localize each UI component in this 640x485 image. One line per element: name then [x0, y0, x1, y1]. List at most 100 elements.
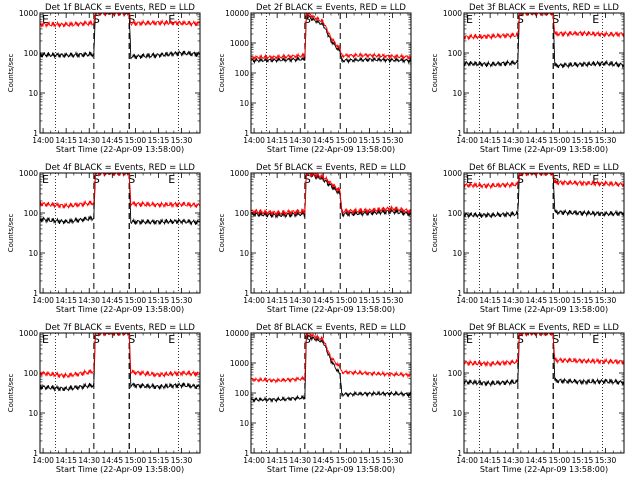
- y-tick-label: 1000: [19, 9, 38, 18]
- marker-label-s: S: [517, 333, 524, 346]
- series-line-red: [40, 333, 200, 379]
- x-tick-label: 14:30: [78, 136, 100, 145]
- chart-title: Det 1f BLACK = Events, RED = LLD: [45, 3, 195, 13]
- y-tick-label: 1000: [19, 329, 38, 338]
- chart-title: Det 5f BLACK = Events, RED = LLD: [256, 163, 406, 173]
- chart-panel-3: Det 3f BLACK = Events, RED = LLD Counts/s…: [431, 3, 625, 154]
- y-axis-label: Counts/sec: [431, 374, 439, 413]
- y-tick-label: 100: [235, 389, 250, 398]
- x-axis-label: Start Time (22-Apr-09 13:58:00): [480, 145, 608, 154]
- marker-label-e: E: [168, 333, 175, 346]
- chart-panel-1: Det 1f BLACK = Events, RED = LLD Counts/s…: [7, 3, 201, 154]
- y-tick-label: 1: [457, 129, 462, 138]
- series-line-black: [40, 333, 200, 392]
- x-tick-label: 15:30: [382, 296, 404, 305]
- series-line-black: [251, 14, 411, 65]
- x-axis-label: Start Time (22-Apr-09 13:58:00): [480, 465, 608, 474]
- x-tick-label: 15:15: [359, 136, 381, 145]
- plot-frame: [250, 332, 412, 454]
- y-tick-label: 100: [448, 49, 463, 58]
- x-tick-label: 14:30: [289, 456, 311, 465]
- x-axis-label: Start Time (22-Apr-09 13:58:00): [56, 465, 184, 474]
- y-axis-label: Counts/sec: [431, 214, 439, 253]
- x-tick-label: 14:15: [479, 456, 501, 465]
- x-tick-label: 15:30: [595, 136, 617, 145]
- series-group: [251, 333, 411, 404]
- series-line-red: [464, 13, 624, 41]
- plot-frame: [39, 12, 201, 134]
- x-tick-label: 14:45: [101, 456, 123, 465]
- series-group: [251, 173, 411, 219]
- chart-panel-8: Det 8f BLACK = Events, RED = LLD Counts/s…: [218, 323, 412, 474]
- series-group: [464, 173, 624, 219]
- y-tick-label: 10000: [225, 9, 249, 18]
- y-axis-label: Counts/sec: [218, 214, 226, 253]
- x-tick-label: 15:00: [125, 456, 147, 465]
- x-tick-label: 14:15: [55, 296, 77, 305]
- marker-label-s: S: [128, 333, 135, 346]
- x-axis-label: Start Time (22-Apr-09 13:58:00): [267, 145, 395, 154]
- y-tick-label: 1000: [443, 329, 462, 338]
- series-line-red: [40, 173, 200, 210]
- x-axis-label: Start Time (22-Apr-09 13:58:00): [267, 305, 395, 314]
- marker-label-s: S: [552, 13, 559, 26]
- marker-label-e: E: [466, 13, 473, 26]
- x-tick-label: 14:15: [479, 296, 501, 305]
- x-tick-label: 14:15: [55, 136, 77, 145]
- marker-label-s: S: [128, 13, 135, 26]
- y-tick-label: 1: [244, 289, 249, 298]
- x-tick-label: 14:45: [101, 296, 123, 305]
- marker-label-s: S: [304, 333, 311, 346]
- x-tick-label: 14:30: [502, 456, 524, 465]
- x-tick-label: 14:30: [78, 456, 100, 465]
- y-tick-label: 100: [24, 369, 39, 378]
- marker-label-e: E: [168, 13, 175, 26]
- chart-panel-7: Det 7f BLACK = Events, RED = LLD Counts/s…: [7, 323, 201, 474]
- x-tick-label: 14:30: [502, 296, 524, 305]
- y-tick-label: 1: [33, 129, 38, 138]
- y-tick-label: 1: [33, 449, 38, 458]
- x-tick-label: 15:15: [572, 136, 594, 145]
- y-tick-label: 100: [24, 209, 39, 218]
- chart-title: Det 3f BLACK = Events, RED = LLD: [469, 3, 619, 13]
- x-tick-label: 15:15: [572, 296, 594, 305]
- series-group: [464, 13, 624, 69]
- x-tick-label: 14:15: [266, 296, 288, 305]
- marker-label-s: S: [93, 13, 100, 26]
- y-tick-label: 1000: [230, 39, 249, 48]
- y-axis-label: Counts/sec: [431, 54, 439, 93]
- x-tick-label: 14:00: [243, 136, 265, 145]
- series-group: [251, 13, 411, 65]
- plot-frame: [250, 172, 412, 294]
- chart-panel-6: Det 6f BLACK = Events, RED = LLD Counts/s…: [431, 163, 625, 314]
- x-tick-label: 14:45: [312, 136, 334, 145]
- marker-label-e: E: [466, 173, 473, 186]
- marker-label-e: E: [592, 173, 599, 186]
- y-tick-label: 100: [448, 369, 463, 378]
- chart-title: Det 8f BLACK = Events, RED = LLD: [256, 323, 406, 333]
- y-tick-label: 1: [457, 449, 462, 458]
- marker-label-s: S: [552, 333, 559, 346]
- y-axis-label: Counts/sec: [218, 374, 226, 413]
- x-tick-label: 14:45: [525, 456, 547, 465]
- chart-title: Det 9f BLACK = Events, RED = LLD: [469, 323, 619, 333]
- chart-panel-4: Det 4f BLACK = Events, RED = LLD Counts/s…: [7, 163, 201, 314]
- x-tick-label: 14:30: [289, 136, 311, 145]
- y-tick-label: 1: [244, 129, 249, 138]
- series-line-red: [464, 173, 624, 190]
- x-tick-label: 15:30: [382, 456, 404, 465]
- x-tick-label: 14:15: [266, 456, 288, 465]
- series-line-black: [40, 13, 200, 60]
- x-tick-label: 14:15: [55, 456, 77, 465]
- series-group: [464, 333, 624, 388]
- marker-label-s: S: [128, 173, 135, 186]
- chart-title: Det 6f BLACK = Events, RED = LLD: [469, 163, 619, 173]
- x-tick-label: 15:00: [336, 296, 358, 305]
- y-tick-label: 10: [239, 419, 249, 428]
- plot-frame: [463, 332, 625, 454]
- series-line-red: [251, 13, 411, 61]
- x-tick-label: 15:30: [595, 456, 617, 465]
- marker-label-s: S: [304, 173, 311, 186]
- series-line-black: [251, 335, 411, 404]
